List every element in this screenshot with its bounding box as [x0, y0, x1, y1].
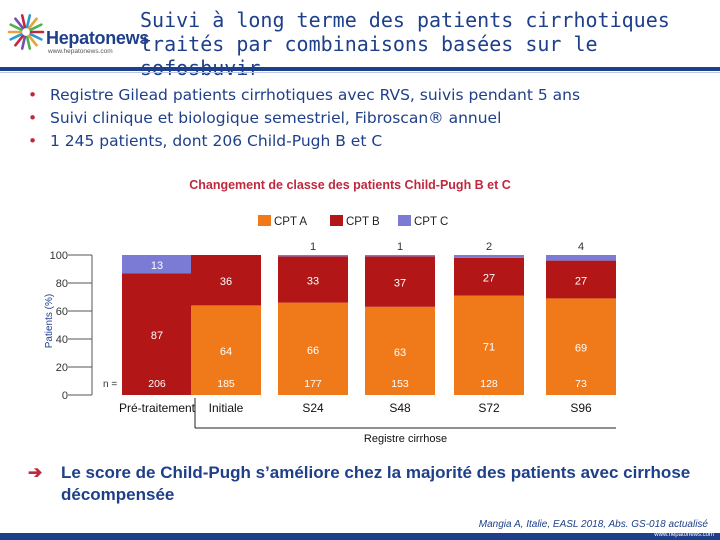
n-value: 177: [304, 378, 322, 390]
reference: Mangia A, Italie, EASL 2018, Abs. GS-018…: [478, 519, 708, 530]
y-tick-label: 0: [62, 390, 68, 402]
logo-ray: [14, 17, 25, 30]
logo-burst-icon: [7, 14, 45, 50]
bar-segment: [365, 256, 435, 307]
bar-segment: [122, 255, 192, 274]
data-label: 63: [394, 347, 406, 359]
bar-segment: [191, 255, 261, 306]
bar-segment: [278, 302, 348, 395]
bar-segment: [278, 256, 348, 303]
logo-ray: [14, 34, 25, 47]
arrow-right-icon: ➔: [28, 463, 43, 482]
y-tick-label: 40: [56, 334, 68, 346]
logo-name: Hepatonews: [46, 28, 150, 48]
conclusion: ➔ Le score de Child-Pugh s’améliore chez…: [28, 462, 708, 506]
legend-swatch: [398, 215, 411, 226]
bar-segment: [454, 257, 524, 296]
logo-ray: [20, 14, 27, 29]
logo-ray: [9, 32, 23, 41]
data-label: 37: [394, 278, 406, 290]
bar-segment: [546, 255, 616, 261]
logo-ray: [20, 35, 27, 50]
bar-segment: [454, 255, 524, 258]
title-divider-light: [0, 72, 720, 73]
data-label: 1: [397, 241, 403, 253]
bullet-dot-icon: •: [28, 132, 38, 150]
legend-label: CPT A: [274, 216, 307, 228]
data-label: 1: [310, 241, 316, 253]
data-label: 36: [220, 276, 232, 288]
child-pugh-chart: Changement de classe des patients Child-…: [44, 178, 616, 445]
logo-ray: [27, 17, 38, 30]
logo-ray: [29, 32, 43, 41]
legend-label: CPT B: [346, 216, 380, 228]
n-value: 128: [480, 378, 498, 390]
bar-segment: [546, 298, 616, 395]
bar-segment: [546, 260, 616, 299]
slide-title-line1: Suivi à long terme des patients cirrhoti…: [140, 8, 670, 32]
logo-url: www.hepatonews.com: [48, 48, 113, 55]
data-label: 2: [486, 241, 492, 253]
n-value: 206: [148, 378, 166, 390]
x-axis-label: Registre cirrhose: [364, 433, 447, 445]
footer-url: www.hepatonews.com: [654, 532, 714, 538]
logo-ray: [25, 14, 32, 29]
logo-rays: [7, 14, 45, 50]
y-tick-label: 20: [56, 362, 68, 374]
legend-swatch: [258, 215, 271, 226]
x-tick-label: S24: [302, 401, 324, 415]
bar-segment: [191, 305, 261, 395]
bullet-dot-icon: •: [28, 109, 38, 127]
bullet-text: 1 245 patients, dont 206 Child-Pugh B et…: [50, 132, 383, 150]
bar-segment: [454, 295, 524, 395]
bullet-item: • Suivi clinique et biologique semestriel…: [28, 107, 580, 130]
n-value: 185: [217, 378, 235, 390]
bullet-item: • 1 245 patients, dont 206 Child-Pugh B e…: [28, 130, 580, 153]
data-label: 4: [578, 241, 584, 253]
data-label: 27: [575, 276, 587, 288]
data-label: 66: [307, 345, 319, 357]
bar-segment: [365, 255, 435, 257]
data-label: 27: [483, 273, 495, 285]
logo-ray: [25, 35, 32, 50]
x-tick-label: Initiale: [209, 401, 244, 415]
y-axis-label: Patients (%): [44, 294, 55, 348]
data-label: 33: [307, 276, 319, 288]
data-label: 87: [151, 330, 163, 342]
x-tick-label: Pré-traitement: [119, 401, 196, 415]
n-value: 73: [575, 378, 587, 390]
bar-segment: [278, 255, 348, 257]
logo-ray: [27, 34, 38, 47]
n-label: n =: [103, 379, 117, 390]
hepatonews-logo: Hepatonews www.hepatonews.com: [6, 8, 149, 56]
data-label: 64: [220, 346, 232, 358]
logo-ray: [9, 23, 23, 32]
bullet-text: Registre Gilead patients cirrhotiques av…: [50, 86, 581, 104]
data-label: 69: [575, 343, 587, 355]
y-tick-label: 100: [50, 250, 68, 262]
y-tick-label: 60: [56, 306, 68, 318]
x-tick-label: S96: [570, 401, 592, 415]
conclusion-text: Le score de Child-Pugh s’améliore chez l…: [61, 463, 691, 504]
bullet-dot-icon: •: [28, 86, 38, 104]
footer-bar: [0, 533, 720, 540]
bullet-text: Suivi clinique et biologique semestriel,…: [50, 109, 502, 127]
legend-label: CPT C: [414, 216, 448, 228]
bar-segment: [365, 306, 435, 395]
legend-swatch: [330, 215, 343, 226]
bullet-item: • Registre Gilead patients cirrhotiques a…: [28, 84, 580, 107]
n-value: 153: [391, 378, 409, 390]
title-divider: [0, 67, 720, 71]
y-tick-label: 80: [56, 278, 68, 290]
x-tick-label: S48: [389, 401, 411, 415]
bullet-list: • Registre Gilead patients cirrhotiques a…: [28, 84, 580, 153]
data-label: 13: [151, 260, 163, 272]
x-tick-label: S72: [478, 401, 500, 415]
bar-segment: [122, 273, 192, 395]
chart-title: Changement de classe des patients Child-…: [189, 178, 511, 192]
logo-ray: [29, 23, 43, 32]
data-label: 71: [483, 341, 495, 353]
